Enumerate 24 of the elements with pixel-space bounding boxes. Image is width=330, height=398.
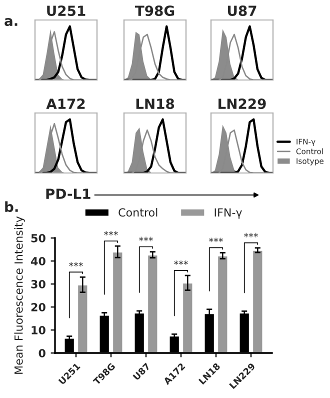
text: *** [104, 231, 118, 236]
text: b. [5, 201, 18, 212]
y-tick-label: 50 [31, 234, 46, 242]
chart-title: T98G [134, 6, 174, 16]
chart-title: A172 [46, 98, 85, 109]
legend-label: IFN-γ [214, 208, 242, 219]
annotation: *** [69, 262, 83, 267]
y-tick-label: 40 [31, 256, 46, 266]
chart-title: U251 [47, 6, 86, 16]
legend-label: Control [118, 208, 158, 217]
y-axis-title: Mean Fluorescence Intensity [14, 216, 25, 374]
y-tick-label: 20 [31, 302, 46, 312]
y-tick-label: 10 [32, 326, 46, 334]
y-tick-label: 0 [38, 348, 46, 358]
text: *** [244, 232, 258, 238]
annotation: *** [209, 238, 223, 242]
text: PD-L1 [46, 188, 90, 199]
text: a. [4, 18, 18, 26]
y-tick-label: 30 [31, 280, 46, 288]
annotation: *** [174, 260, 188, 265]
chart-title: U87 [228, 6, 256, 16]
chart-title: LN18 [136, 98, 174, 110]
annotation: *** [139, 236, 153, 242]
chart-title: LN229 [218, 98, 266, 110]
